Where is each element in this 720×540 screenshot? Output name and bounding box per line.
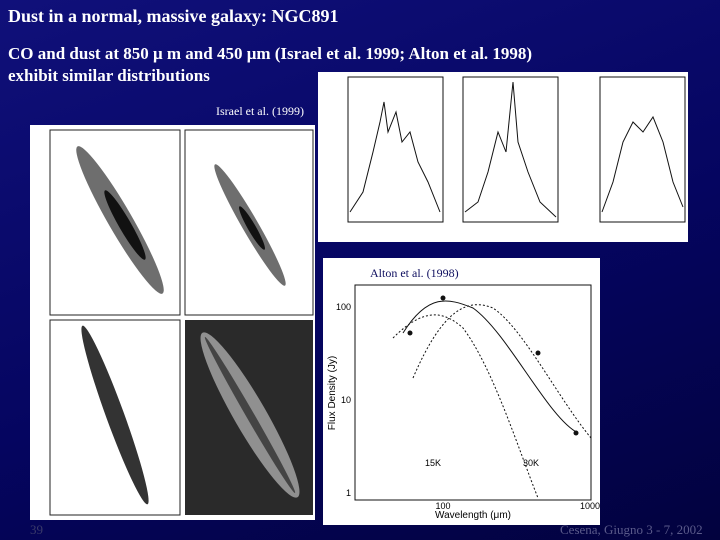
subtitle-line: exhibit similar distributions — [8, 66, 210, 85]
x-tick-label: 100 — [435, 501, 450, 511]
galaxy-maps — [30, 125, 315, 520]
x-tick-label: 1000 — [580, 501, 600, 511]
slide-title: Dust in a normal, massive galaxy: NGC891 — [8, 6, 339, 26]
curve-label: 15K — [425, 458, 441, 468]
sed-plot: Flux Density (Jy) Wavelength (μm) 100 10… — [323, 258, 600, 525]
subtitle-line: CO and dust at 850 μ m and 450 μm (Israe… — [8, 44, 533, 63]
footer-event: Cesena, Giugno 3 - 7, 2002 — [560, 522, 703, 537]
curve-label: 30K — [523, 458, 539, 468]
y-tick-label: 10 — [341, 395, 351, 405]
x-axis-label: Wavelength (μm) — [435, 510, 511, 521]
page-number: 39 — [30, 522, 43, 537]
figure-caption: Israel et al. (1999) — [216, 104, 304, 118]
y-axis-label: Flux Density (Jy) — [327, 356, 338, 430]
co-profiles — [318, 72, 688, 242]
figure-caption: Alton et al. (1998) — [370, 266, 459, 280]
y-tick-label: 1 — [346, 488, 351, 498]
y-tick-label: 100 — [336, 302, 351, 312]
